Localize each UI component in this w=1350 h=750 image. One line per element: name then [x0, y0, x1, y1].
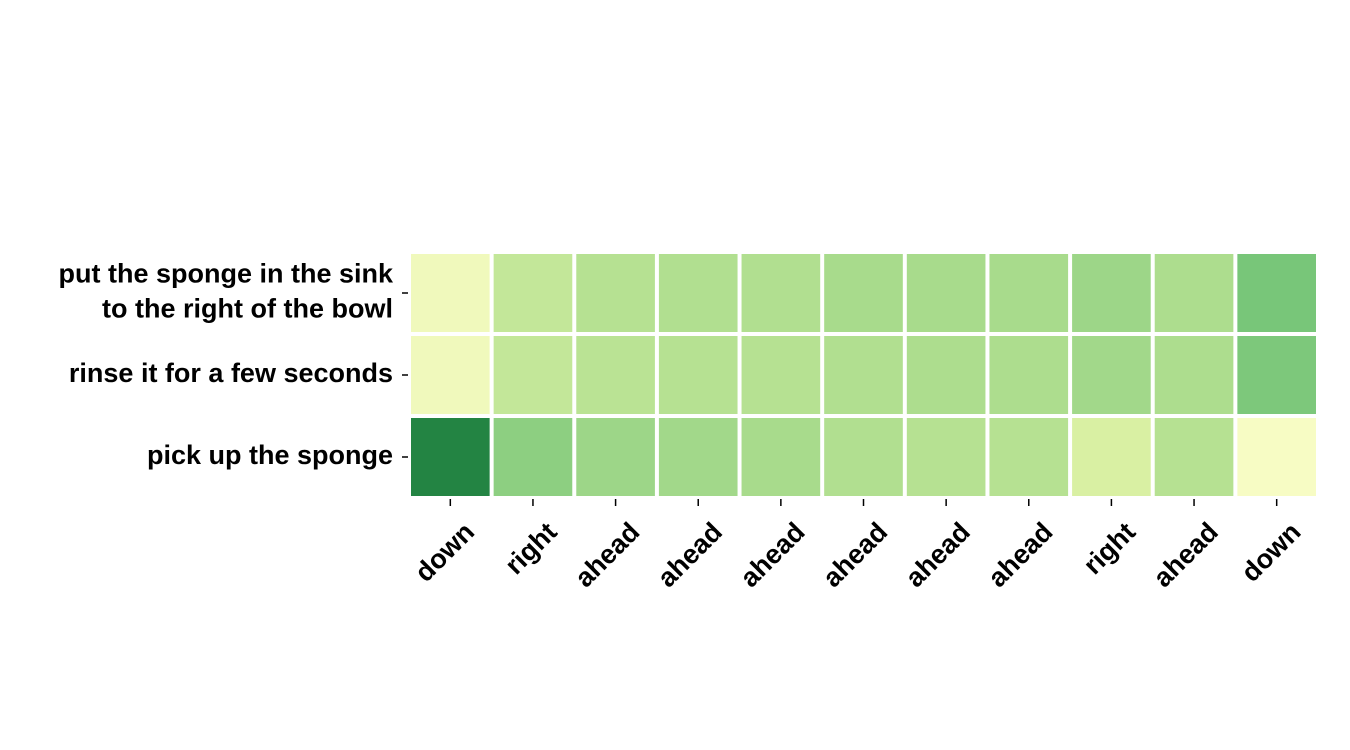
column-label: ahead [982, 517, 1058, 593]
heatmap-cell-r0-c0 [411, 254, 490, 332]
heatmap-cell-r2-c7 [989, 418, 1069, 496]
column-label: ahead [1147, 517, 1223, 593]
column-label: ahead [900, 517, 976, 593]
heatmap-cell-r1-c4 [741, 336, 821, 414]
column-label: ahead [569, 517, 645, 593]
heatmap-cell-r0-c9 [1154, 254, 1234, 332]
heatmap-cell-r1-c8 [1072, 336, 1151, 414]
column-label: ahead [734, 517, 810, 593]
row-label: rinse it for a few seconds [69, 358, 393, 388]
heatmap-cell-r0-c5 [824, 254, 903, 332]
heatmap-cell-r0-c10 [1237, 254, 1316, 332]
column-label: down [1235, 517, 1306, 588]
heatmap-cell-r2-c8 [1072, 418, 1151, 496]
heatmap-cell-r2-c3 [658, 418, 738, 496]
heatmap-cell-r1-c9 [1154, 336, 1234, 414]
heatmap-cell-r0-c2 [576, 254, 655, 332]
row-label: put the sponge in the sink to the right o… [58, 259, 393, 324]
heatmap-cell-r1-c3 [658, 336, 738, 414]
row-labels: put the sponge in the sink to the right o… [58, 259, 393, 471]
heatmap-cell-r2-c0 [411, 418, 490, 496]
row-label-line: put the sponge in the sink [58, 259, 393, 289]
heatmap-cell-r2-c1 [493, 418, 573, 496]
row-label-line: to the right of the bowl [102, 294, 393, 324]
row-label: pick up the sponge [147, 440, 393, 470]
heatmap-cell-r2-c10 [1237, 418, 1316, 496]
column-label: ahead [652, 517, 728, 593]
heatmap-cell-r1-c10 [1237, 336, 1316, 414]
heatmap-cell-r0-c8 [1072, 254, 1151, 332]
heatmap-cell-r0-c3 [658, 254, 738, 332]
heatmap-cell-r0-c1 [493, 254, 573, 332]
heatmap-cell-r1-c5 [824, 336, 903, 414]
heatmap-cell-r1-c1 [493, 336, 573, 414]
column-label: ahead [817, 517, 893, 593]
column-label: right [499, 517, 563, 581]
heatmap-cells [411, 254, 1316, 496]
row-label-line: pick up the sponge [147, 440, 393, 470]
column-label: right [1078, 517, 1142, 581]
heatmap-cell-r1-c6 [906, 336, 986, 414]
row-label-line: rinse it for a few seconds [69, 358, 393, 388]
heatmap-cell-r2-c9 [1154, 418, 1234, 496]
heatmap-cell-r2-c6 [906, 418, 986, 496]
heatmap-cell-r0-c4 [741, 254, 821, 332]
heatmap-cell-r1-c2 [576, 336, 655, 414]
heatmap-cell-r2-c4 [741, 418, 821, 496]
heatmap-cell-r2-c5 [824, 418, 903, 496]
heatmap-cell-r2-c2 [576, 418, 655, 496]
heatmap-cell-r0-c6 [906, 254, 986, 332]
column-labels: down right ahead ahead ahead ahead ahead ahead r… [409, 517, 1306, 593]
heatmap-cell-r1-c7 [989, 336, 1069, 414]
heatmap-cell-r0-c7 [989, 254, 1069, 332]
heatmap-cell-r1-c0 [411, 336, 490, 414]
axis-ticks [402, 292, 1278, 506]
column-label: down [409, 517, 480, 588]
